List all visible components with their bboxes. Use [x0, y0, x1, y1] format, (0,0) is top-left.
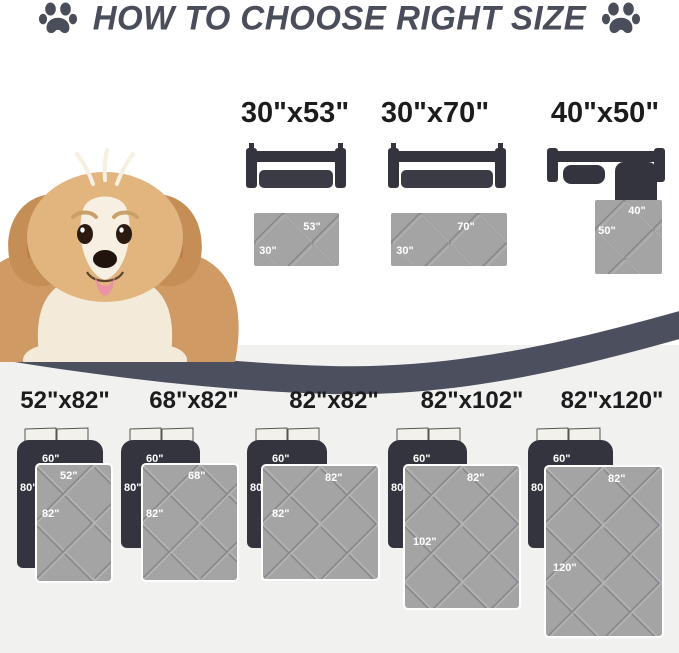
svg-text:70": 70" — [457, 221, 474, 233]
svg-text:30": 30" — [396, 245, 413, 257]
svg-text:40": 40" — [628, 205, 645, 217]
svg-text:30": 30" — [259, 245, 276, 257]
svg-text:50": 50" — [598, 225, 615, 237]
svg-text:53": 53" — [303, 221, 320, 233]
